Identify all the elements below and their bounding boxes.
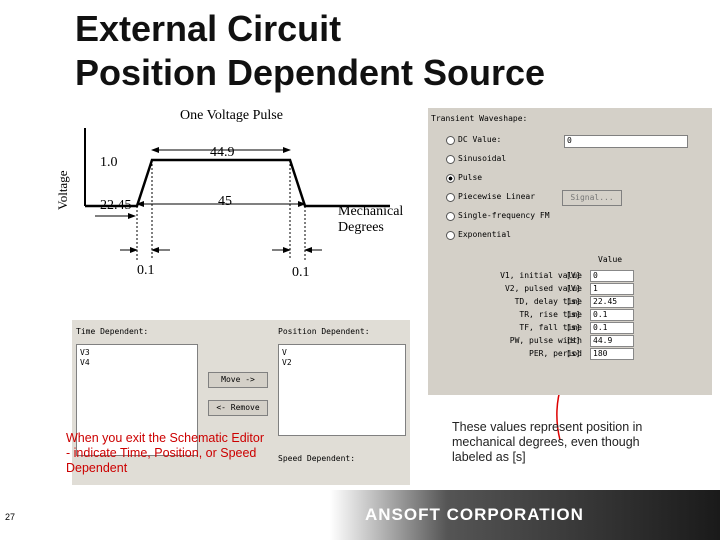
time-list[interactable]: V3 V4 (76, 344, 198, 456)
width-label: 44.9 (210, 145, 235, 160)
list-item[interactable]: V2 (282, 358, 292, 367)
rise-label: 0.1 (137, 263, 155, 278)
param-unit: [s] (566, 349, 581, 358)
param-name: V1, initial value (500, 271, 582, 280)
param-unit: [s] (566, 310, 581, 319)
radio-button[interactable] (446, 212, 455, 221)
position-list[interactable]: V V2 (278, 344, 406, 436)
param-name: PER, period (529, 349, 582, 358)
diagram-caption: One Voltage Pulse (180, 108, 283, 123)
param-value[interactable]: 0 (590, 270, 634, 282)
title: Position Dependent Source (75, 52, 546, 93)
param-name: TR, rise time (519, 310, 582, 319)
company-logo: ANSOFT CORPORATION (365, 505, 584, 524)
axis-label: Mechanical Degrees (338, 204, 404, 235)
radio-label: Single-frequency FM (458, 211, 550, 220)
column-header: Value (598, 255, 623, 264)
radio-button[interactable] (446, 174, 455, 183)
fall-label: 0.1 (292, 265, 310, 280)
title: External Circuit (75, 8, 342, 49)
param-name: V2, pulsed value (504, 284, 582, 293)
param-unit: [V] (566, 284, 581, 293)
param-value[interactable]: 22.45 (590, 296, 634, 308)
list-item[interactable]: V3 (80, 348, 90, 357)
list-heading: Position Dependent: (278, 327, 370, 336)
param-unit: [s] (566, 297, 581, 306)
signal-button[interactable]: Signal... (562, 190, 622, 206)
list-item[interactable]: V4 (80, 358, 90, 367)
radio-label: Pulse (458, 173, 483, 182)
annotation: When you exit the Schematic Editor - ind… (66, 431, 265, 475)
param-value[interactable]: 44.9 (590, 335, 634, 347)
param-value[interactable]: 0.1 (590, 309, 634, 321)
dc-field[interactable]: 0 (564, 135, 688, 148)
param-name: TD, delay time (514, 297, 582, 306)
width-label: 45 (218, 194, 232, 209)
level-label: 1.0 (100, 155, 118, 170)
dialog-heading: Transient Waveshape: (431, 114, 528, 123)
param-value[interactable]: 180 (590, 348, 634, 360)
list-heading: Time Dependent: (76, 327, 149, 336)
move-button[interactable]: Move -> (208, 372, 268, 388)
waveform (84, 128, 390, 260)
radio-button[interactable] (446, 136, 455, 145)
param-value[interactable]: 1 (590, 283, 634, 295)
annotation: These values represent position in mecha… (452, 420, 643, 464)
radio-label: Piecewise Linear (458, 192, 536, 201)
param-name: PW, pulse width (509, 336, 582, 345)
dependency-dialog: Time Dependent: V3 V4 Position Dependent:… (72, 320, 410, 485)
footer-band (330, 490, 720, 540)
radio-label: Sinusoidal (458, 154, 507, 163)
radio-button[interactable] (446, 155, 455, 164)
page-number: 27 (5, 512, 16, 522)
param-name: TF, fall time (519, 323, 582, 332)
radio-label: DC Value: (458, 135, 502, 144)
param-unit: [s] (566, 323, 581, 332)
remove-button[interactable]: <- Remove (208, 400, 268, 416)
axis-label: Voltage (55, 170, 70, 210)
param-unit: [s] (566, 336, 581, 345)
delay-label: 22.45 (100, 198, 132, 213)
list-item[interactable]: V (282, 348, 287, 357)
param-value[interactable]: 0.1 (590, 322, 634, 334)
param-unit: [V] (566, 271, 581, 280)
radio-label: Exponential (458, 230, 511, 239)
waveshape-dialog: Transient Waveshape: 0 Signal... Value D… (428, 108, 712, 395)
radio-button[interactable] (446, 193, 455, 202)
list-heading: Speed Dependent: (278, 454, 356, 463)
radio-button[interactable] (446, 231, 455, 240)
